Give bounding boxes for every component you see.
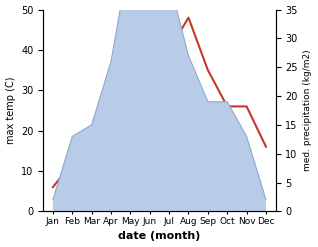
Y-axis label: max temp (C): max temp (C) bbox=[5, 77, 16, 144]
Y-axis label: med. precipitation (kg/m2): med. precipitation (kg/m2) bbox=[303, 50, 313, 171]
X-axis label: date (month): date (month) bbox=[118, 231, 201, 242]
